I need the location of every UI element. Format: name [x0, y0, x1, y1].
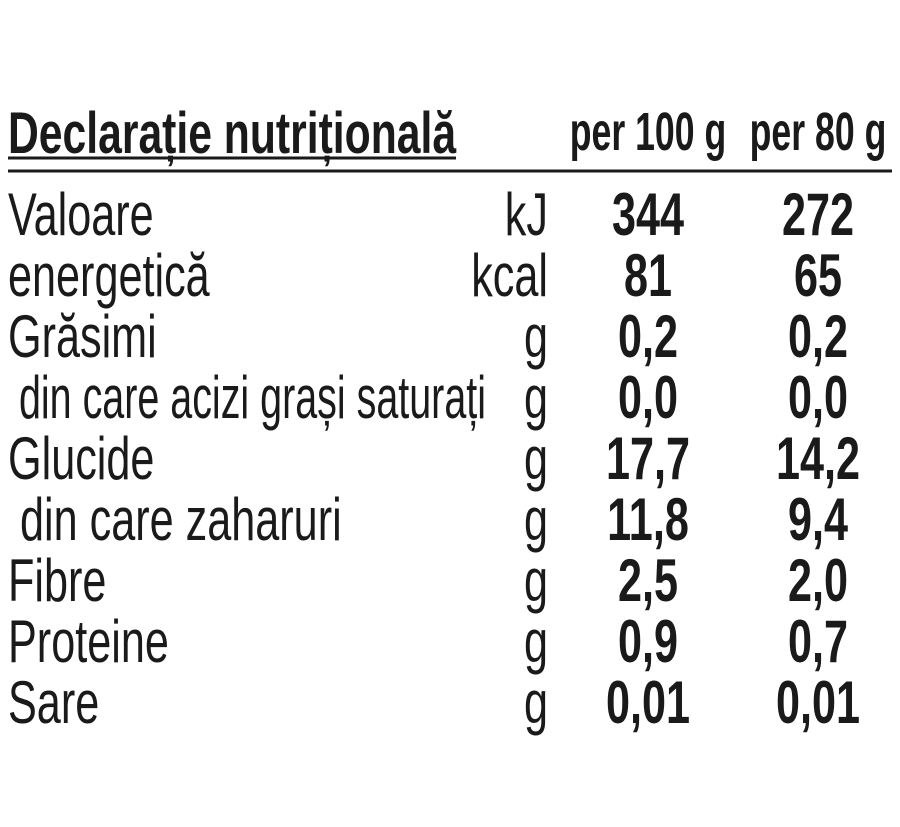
- value-per-80g: 9,4: [788, 487, 848, 554]
- value-per-80g: 0,2: [788, 304, 848, 371]
- row-unit: g: [524, 670, 548, 737]
- row-label: Valoare: [8, 182, 154, 249]
- value-per-80g: 0,01: [776, 670, 860, 737]
- title: Declarație nutrițională: [8, 101, 457, 167]
- row-unit: g: [524, 365, 548, 432]
- row-label: Fibre: [8, 548, 106, 615]
- row-label: Proteine: [8, 609, 169, 676]
- value-per-100g: 0,2: [618, 304, 678, 371]
- row-label: energetică: [8, 243, 210, 310]
- value-per-80g: 0,0: [788, 365, 848, 432]
- value-per-80g: 14,2: [776, 426, 860, 493]
- row-label: din care zaharuri: [8, 487, 342, 554]
- value-per-100g: 81: [624, 243, 672, 310]
- value-per-80g: 65: [794, 243, 842, 310]
- row-unit: kcal: [471, 243, 548, 310]
- value-per-100g: 344: [612, 182, 684, 249]
- row-unit: g: [524, 487, 548, 554]
- value-per-80g: 2,0: [788, 548, 848, 615]
- value-per-80g: 272: [782, 182, 854, 249]
- row-unit: g: [524, 426, 548, 493]
- column-header: per 80 g: [750, 102, 887, 162]
- value-per-80g: 0,7: [788, 609, 848, 676]
- row-label: Sare: [8, 670, 99, 737]
- row-label: Grăsimi: [8, 304, 157, 371]
- row-unit: g: [524, 548, 548, 615]
- value-per-100g: 0,01: [606, 670, 690, 737]
- row-unit: g: [524, 304, 548, 371]
- column-header: per 100 g: [570, 102, 727, 162]
- row-unit: g: [524, 609, 548, 676]
- value-per-100g: 0,0: [618, 365, 678, 432]
- value-per-100g: 11,8: [607, 487, 689, 554]
- row-unit: kJ: [505, 182, 548, 249]
- row-label: din care acizi grași saturați: [8, 364, 486, 431]
- row-label: Glucide: [8, 426, 154, 493]
- value-per-100g: 2,5: [618, 548, 678, 615]
- value-per-100g: 0,9: [618, 609, 678, 676]
- value-per-100g: 17,7: [606, 426, 690, 493]
